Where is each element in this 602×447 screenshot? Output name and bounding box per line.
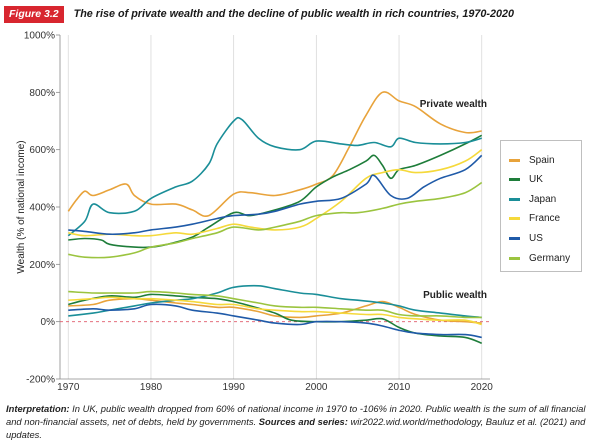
legend-label: Spain (529, 154, 555, 166)
series-france-public-line (68, 296, 482, 326)
x-tick-label-1970: 1970 (57, 382, 80, 393)
series-germany-private-line (68, 181, 483, 259)
sources-label: Sources and series: (258, 415, 348, 427)
figure-badge: Figure 3.2 (4, 5, 64, 23)
legend-swatch (509, 158, 520, 162)
figure-title: The rise of private wealth and the decli… (73, 8, 515, 20)
legend-label: France (529, 213, 561, 225)
legend-item-france: France (509, 212, 560, 226)
x-tick-label-2020: 2020 (471, 382, 494, 393)
y-tick-label-600: 600% (29, 145, 55, 156)
interpretation-label: Interpretation: (6, 403, 70, 414)
legend-swatch (509, 217, 520, 221)
legend-swatch (509, 197, 520, 201)
y-tick-label-1000: 1000% (24, 31, 55, 42)
legend-swatch (509, 236, 520, 240)
legend-label: US (529, 232, 543, 244)
legend-label: Germany (529, 252, 571, 264)
x-tick-label-1980: 1980 (140, 382, 163, 393)
legend-item-germany: Germany (509, 251, 570, 265)
y-tick-label-800: 800% (29, 88, 55, 99)
y-tick-label--200: -200% (26, 375, 55, 386)
legend-swatch (509, 256, 520, 260)
legend-label: Japan (529, 193, 557, 205)
series-us-private-line (68, 154, 483, 236)
series-germany-public-line (68, 290, 482, 319)
sources-text: wir2022.wid.world/methodology, Bauluz et… (6, 415, 586, 440)
series-japan-private-line (67, 116, 482, 237)
series-japan-public-line (68, 284, 482, 319)
y-axis-label: Wealth (% of national income) (16, 140, 27, 273)
legend-label: UK (529, 174, 543, 186)
interpretation-note: Interpretation: In UK, public wealth dro… (6, 403, 600, 441)
legend-item-spain: Spain (509, 153, 555, 167)
public-wealth-annotation: Public wealth (423, 290, 487, 301)
y-tick-label-200: 200% (29, 260, 55, 271)
x-tick-label-2010: 2010 (388, 382, 411, 393)
wealth-line-chart: -200% 0% 200% 400% 600% 800% 1000% 1970 1980 1990… (16, 31, 494, 394)
x-tick-label-2000: 2000 (305, 382, 328, 393)
legend-swatch (509, 178, 520, 182)
legend-item-uk: UK (509, 173, 543, 187)
figure-header: Figure 3.2 The rise of private wealth an… (4, 5, 514, 23)
private-wealth-annotation: Private wealth (420, 99, 487, 110)
legend-item-us: US (509, 231, 543, 245)
legend-item-japan: Japan (509, 192, 556, 206)
series-us-public-line (68, 303, 482, 339)
chart-legend: Spain UK Japan France US Germany (500, 140, 582, 272)
series-france-private-line (68, 149, 483, 237)
x-tick-label-1990: 1990 (223, 382, 246, 393)
y-tick-label-0: 0% (41, 317, 56, 328)
interpretation-text: In UK, public wealth dropped from 60% of… (6, 403, 586, 427)
series-spain-private-line (67, 91, 482, 217)
y-tick-label-400: 400% (29, 203, 55, 214)
